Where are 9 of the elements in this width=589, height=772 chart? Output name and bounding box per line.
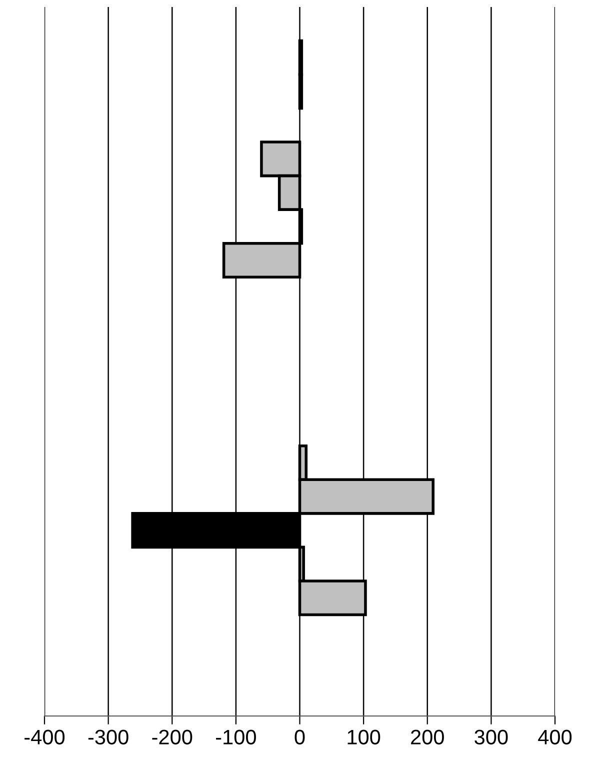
x-tick-label: 400 bbox=[538, 730, 572, 744]
x-tick-label: 100 bbox=[348, 730, 380, 744]
x-tick-label: -400 bbox=[24, 730, 65, 744]
x-tick-label: -100 bbox=[216, 730, 256, 744]
x-tick-label: 0 bbox=[294, 730, 305, 744]
x-tick-label: -200 bbox=[152, 730, 192, 744]
x-tick-label: -300 bbox=[88, 730, 128, 744]
x-tick-label: 300 bbox=[474, 730, 508, 744]
x-tick-label: 200 bbox=[411, 730, 444, 744]
